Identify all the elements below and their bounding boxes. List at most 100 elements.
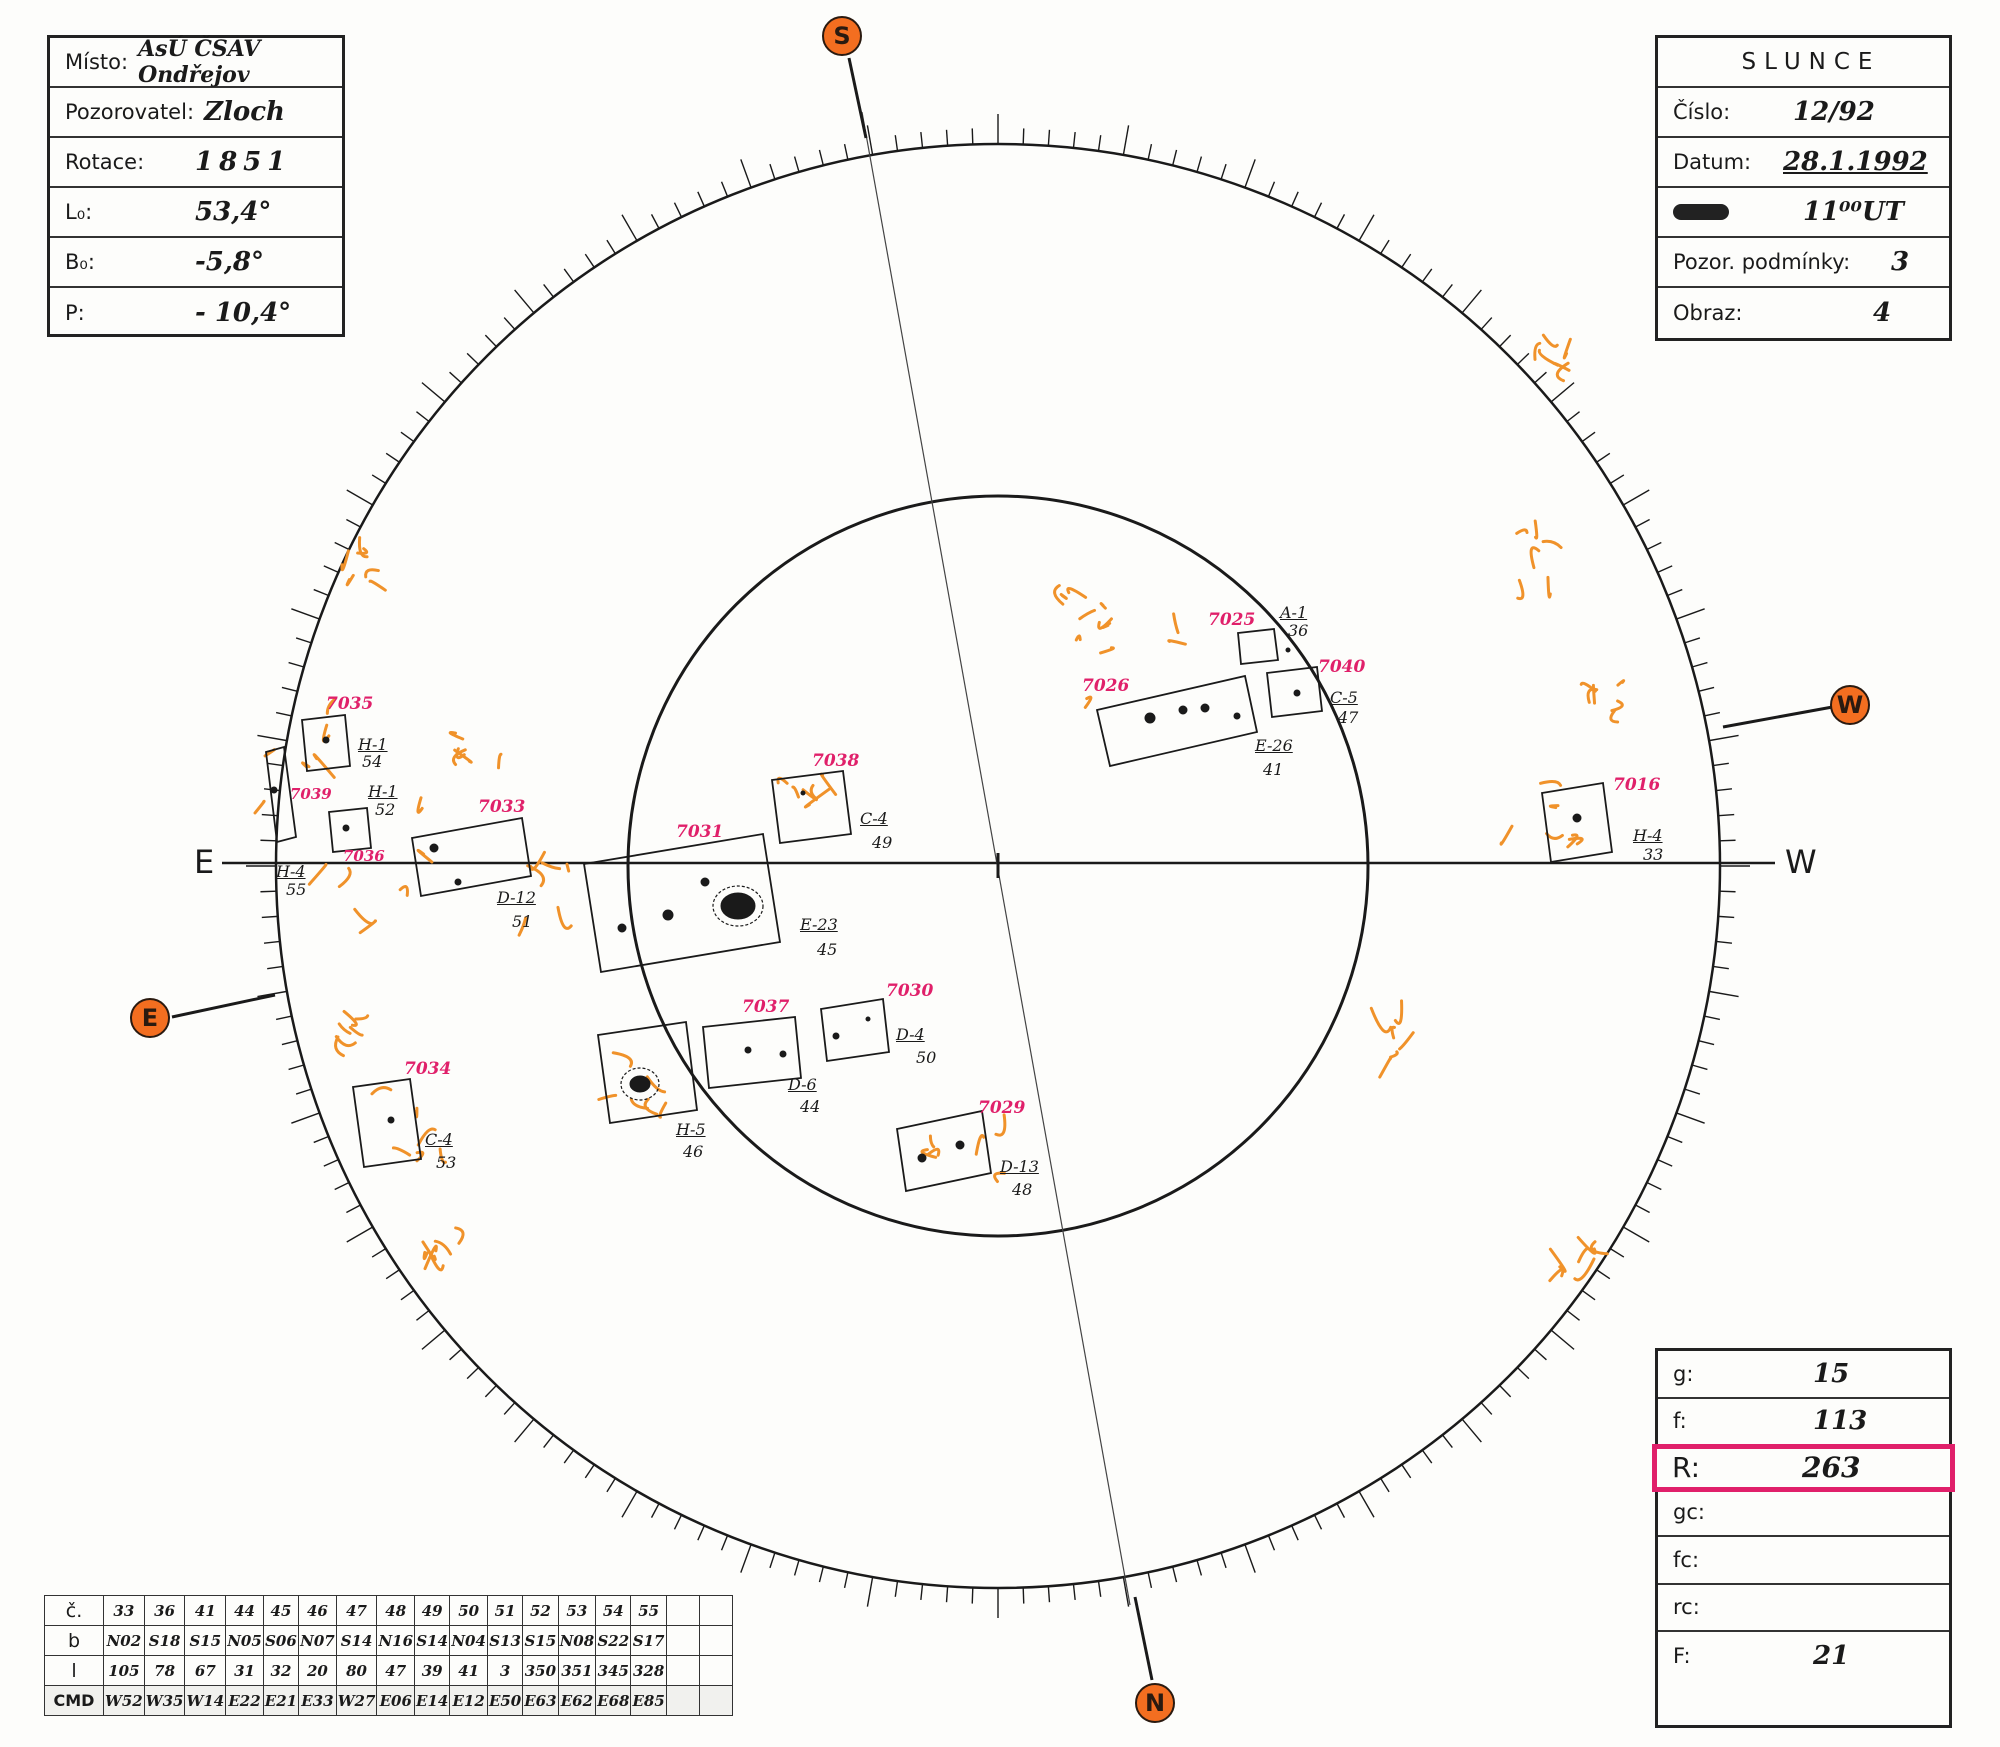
degree-tick — [793, 156, 800, 173]
facula-stroke — [448, 731, 465, 741]
region-box-7016 — [1540, 781, 1614, 864]
degree-tick — [1291, 1525, 1299, 1541]
group-number-cell: 41 — [184, 1595, 227, 1626]
region-box-7033 — [410, 816, 533, 898]
group-number-cell: 49 — [414, 1595, 451, 1626]
facula-stroke — [1548, 1247, 1567, 1273]
latitude-cell: N08 — [557, 1625, 597, 1656]
degree-tick — [650, 1503, 660, 1518]
degree-tick — [1336, 1503, 1346, 1518]
degree-tick — [1291, 191, 1299, 207]
degree-tick — [1047, 1586, 1051, 1603]
degree-tick — [400, 1289, 415, 1301]
facula-stroke — [1566, 833, 1579, 849]
region-count: 41 — [1263, 760, 1284, 779]
degree-tick — [1698, 686, 1715, 693]
p-row: P: - 10,4° — [50, 288, 342, 338]
degree-tick — [697, 191, 705, 207]
time-row: 11⁰⁰UT — [1658, 188, 1949, 238]
conditions-label: Pozor. podmínky: — [1673, 250, 1851, 274]
degree-tick — [1657, 1159, 1673, 1167]
latitude-cell: N02 — [103, 1625, 145, 1656]
facula-stroke — [974, 1134, 986, 1156]
region-number: 7035 — [326, 694, 374, 714]
rotation-value: 1851 — [195, 147, 292, 177]
row-label-cmd: CMD — [44, 1685, 104, 1716]
degree-tick — [606, 239, 616, 255]
latitude-cell: S14 — [414, 1625, 451, 1656]
region-box-7034 — [351, 1077, 423, 1169]
l0-value: 53,4° — [195, 197, 272, 227]
degree-tick — [1684, 1088, 1701, 1095]
cmd-row: CMD W52 W35 W14 E22 E21 E33 W27 E06 E14 E12 E50 E63 E… — [44, 1685, 733, 1716]
degree-tick — [1534, 1348, 1547, 1361]
degree-tick — [449, 371, 462, 384]
facula-stroke — [497, 752, 503, 770]
degree-tick — [1499, 1384, 1512, 1398]
facula-stroke — [1533, 519, 1539, 540]
group-number-cell: 44 — [225, 1595, 264, 1626]
facula-stroke — [357, 536, 369, 559]
degree-tick — [257, 990, 288, 998]
region-box-7039 — [265, 745, 297, 844]
cmd-cell: W35 — [143, 1685, 186, 1716]
f-value: 113 — [1813, 1406, 1868, 1437]
faculae-strokes — [253, 333, 1626, 1283]
region-box-7025 — [1237, 628, 1280, 665]
r-label: R: — [1672, 1451, 1701, 1485]
numbers-row: č. 33 36 41 44 45 46 47 48 49 50 51 52 53 54 55 — [44, 1595, 733, 1626]
degree-tick — [818, 149, 825, 166]
degree-tick — [260, 890, 277, 893]
degree-tick — [291, 1112, 320, 1124]
latitude-cell: S22 — [595, 1625, 632, 1656]
region-class: H-1 — [368, 782, 398, 801]
latitude-cell: S14 — [335, 1625, 378, 1656]
facula-stroke — [353, 907, 374, 926]
image-row: Obraz: 4 — [1658, 288, 1949, 338]
degree-tick — [313, 1135, 329, 1144]
degree-tick — [1676, 608, 1705, 620]
region-count: 47 — [1338, 708, 1359, 727]
degree-tick — [503, 1402, 516, 1415]
degree-tick — [323, 1159, 339, 1167]
degree-tick — [606, 1477, 616, 1493]
degree-tick — [920, 1583, 924, 1601]
facula-stroke — [1053, 584, 1065, 606]
facula-stroke — [526, 864, 546, 888]
latitude-cell — [665, 1625, 700, 1656]
degree-tick — [334, 1181, 350, 1191]
cmd-cell: E62 — [557, 1685, 597, 1716]
region-count: 53 — [436, 1153, 457, 1172]
region-number: 7026 — [1082, 676, 1130, 696]
degree-tick — [894, 1580, 899, 1597]
r-value: 263 — [1802, 1451, 1861, 1485]
longitude-cell: 345 — [595, 1655, 632, 1686]
facula-stroke — [422, 1250, 429, 1261]
longitude-cell: 20 — [298, 1655, 337, 1686]
g-row: g: 15 — [1658, 1351, 1949, 1399]
observer-row: Pozorovatel: Zloch — [50, 88, 342, 138]
facula-stroke — [253, 799, 266, 815]
degree-tick — [793, 1559, 800, 1576]
region-number: 7030 — [886, 981, 934, 1001]
region-number: 7037 — [742, 997, 790, 1017]
facula-stroke — [1609, 709, 1620, 724]
facula-stroke — [994, 1113, 1007, 1137]
facula-stroke — [438, 1147, 448, 1164]
region-number: 7031 — [676, 822, 724, 842]
degree-tick — [866, 125, 874, 156]
facula-stroke — [803, 787, 831, 809]
degree-tick — [1516, 1367, 1530, 1380]
longitude-cell — [665, 1655, 700, 1686]
east-needle — [171, 993, 276, 1019]
rotation-row: Rotace: 1851 — [50, 138, 342, 188]
degree-tick — [1022, 128, 1025, 145]
degree-tick — [1596, 452, 1611, 463]
degree-tick — [295, 1088, 312, 1095]
facula-stroke — [1398, 1031, 1415, 1051]
region-number: 7040 — [1318, 657, 1366, 677]
degree-tick — [1380, 239, 1390, 255]
degree-tick — [421, 382, 446, 403]
observer-label: Pozorovatel: — [65, 100, 195, 124]
group-number-cell: 47 — [335, 1595, 378, 1626]
